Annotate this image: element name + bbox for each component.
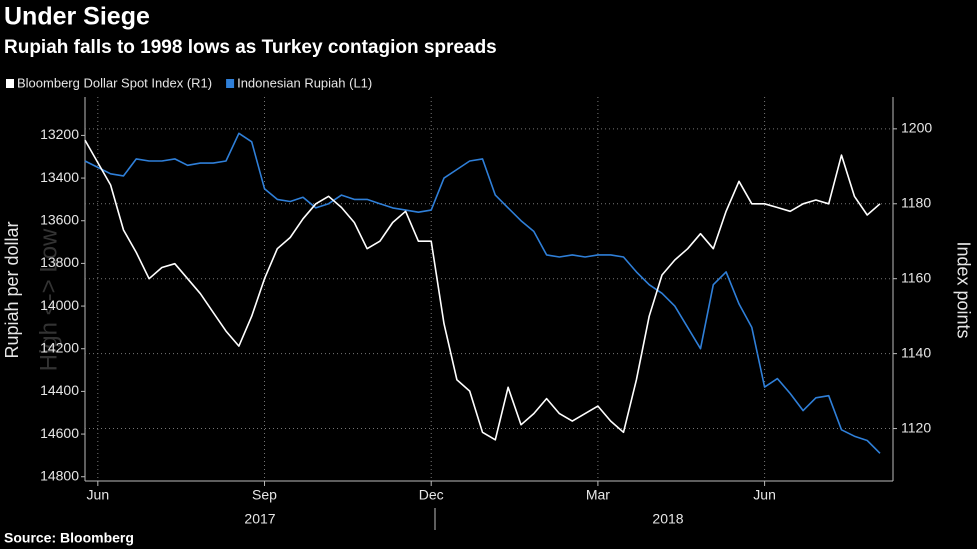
y-tick-label: 14000 (40, 297, 79, 313)
y2-tick-label: 1140 (901, 344, 931, 360)
y2-axis-title: Index points (953, 241, 973, 338)
y-tick-label: 13800 (40, 254, 79, 270)
y2-tick-label: 1120 (901, 419, 931, 435)
y-axis-title: Rupiah per dollar (2, 221, 22, 358)
y-tick-label: 14800 (40, 467, 79, 483)
x-tick-label: Dec (419, 487, 444, 503)
legend-label: Indonesian Rupiah (L1) (237, 75, 372, 90)
source: Source: Bloomberg (4, 530, 134, 546)
x-tick-label: Mar (586, 487, 610, 503)
y-tick-label: 13400 (40, 169, 79, 185)
x-tick-label: Jun (87, 487, 110, 503)
y-tick-label: 14200 (40, 339, 79, 355)
y2-tick-label: 1160 (901, 269, 931, 285)
series-line (84, 139, 881, 441)
y-tick-label: 14600 (40, 425, 79, 441)
y2-tick-label: 1200 (901, 120, 932, 136)
legend-swatch (226, 79, 235, 88)
chart-title: Under Siege (4, 3, 150, 31)
y-tick-label: 13200 (40, 126, 79, 142)
legend-label: Bloomberg Dollar Spot Index (R1) (17, 75, 212, 90)
y2-tick-label: 1180 (901, 194, 931, 210)
chart-subtitle: Rupiah falls to 1998 lows as Turkey cont… (4, 37, 497, 58)
legend-swatch (6, 79, 14, 88)
x-tick-label: Jun (753, 487, 776, 503)
y-tick-label: 13600 (40, 211, 79, 227)
y-tick-label: 14400 (40, 382, 79, 398)
x-tick-label: Sep (252, 487, 277, 503)
annotation: High <-> Low (35, 228, 62, 371)
year-label: 2018 (652, 511, 683, 527)
year-label: 2017 (244, 511, 275, 527)
series-line (84, 132, 881, 454)
